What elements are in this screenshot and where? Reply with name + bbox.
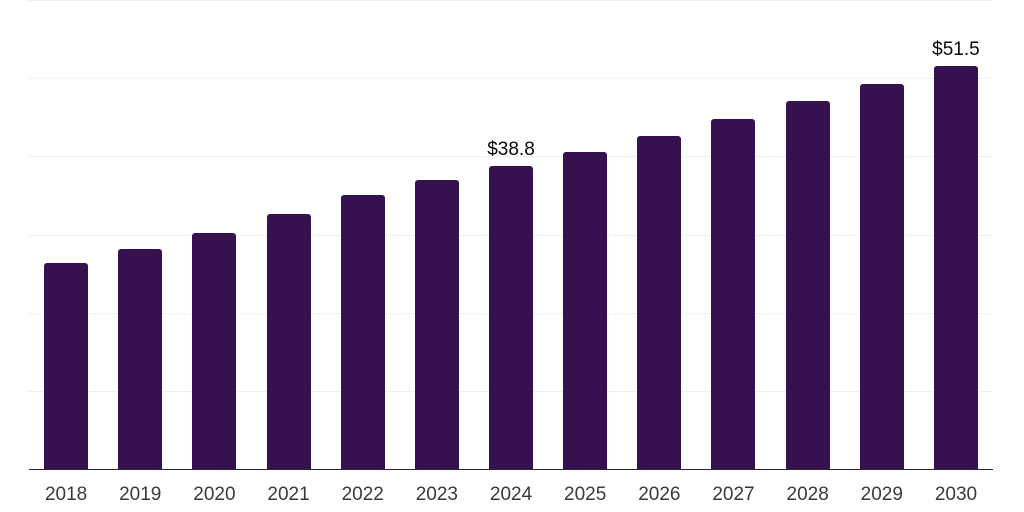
bar-2030: [933, 66, 978, 469]
bar-slot-2029: [845, 0, 919, 469]
x-tick-2020: 2020: [193, 484, 236, 505]
bar-slot-2022: [326, 0, 400, 469]
x-tick-2018: 2018: [44, 484, 88, 505]
x-tick-2028: 2028: [786, 484, 829, 505]
bar-slot-2026: [622, 0, 696, 469]
bar-2018: [44, 263, 89, 469]
x-axis-labels: 2018 2019 2020 2021 2022 2023 2024 2025 2026 2027…: [29, 471, 993, 506]
bar-slot-2023: [400, 0, 474, 469]
bar-slot-2021: [251, 0, 325, 469]
x-tick-2026: 2026: [638, 484, 681, 505]
plot-area: $38.8 $51.5: [29, 0, 993, 470]
gridline-60: [29, 0, 993, 1]
bar-2023: [414, 179, 459, 469]
x-tick-2027: 2027: [712, 484, 755, 505]
x-tick-2024: 2024: [489, 484, 533, 505]
bar-2021: [266, 214, 311, 469]
bar-slot-2028: [771, 0, 845, 469]
bar-slot-2019: [103, 0, 177, 469]
x-tick-2023: 2023: [415, 484, 458, 505]
bar-2026: [637, 136, 682, 469]
bar-slot-2025: [548, 0, 622, 469]
gridline-40: [29, 156, 993, 158]
bar-2027: [711, 118, 756, 469]
x-tick-2019: 2019: [119, 484, 162, 505]
bar-2025: [563, 151, 608, 469]
bar-2024: [489, 165, 534, 469]
value-label-2030: $51.5: [932, 39, 980, 61]
bar-slot-2018: [29, 0, 103, 469]
bar-slot-2024: $38.8: [474, 0, 548, 469]
value-label-2024: $38.8: [487, 138, 535, 160]
x-tick-2022: 2022: [341, 484, 384, 505]
x-axis-line: [29, 469, 993, 470]
bar-slot-2020: [177, 0, 251, 469]
gridline-50: [29, 78, 993, 80]
x-tick-2025: 2025: [564, 484, 607, 505]
bar-slot-2030: $51.5: [919, 0, 993, 469]
bar-2020: [192, 232, 237, 469]
x-tick-2030: 2030: [934, 484, 978, 505]
bar-slot-2027: [696, 0, 770, 469]
bar-2029: [859, 83, 904, 469]
bars: $38.8 $51.5: [29, 0, 993, 469]
bar-2019: [118, 249, 163, 469]
bar-2028: [785, 100, 830, 469]
x-tick-2021: 2021: [267, 484, 310, 505]
x-tick-2029: 2029: [860, 484, 903, 505]
bar-2022: [340, 195, 385, 469]
